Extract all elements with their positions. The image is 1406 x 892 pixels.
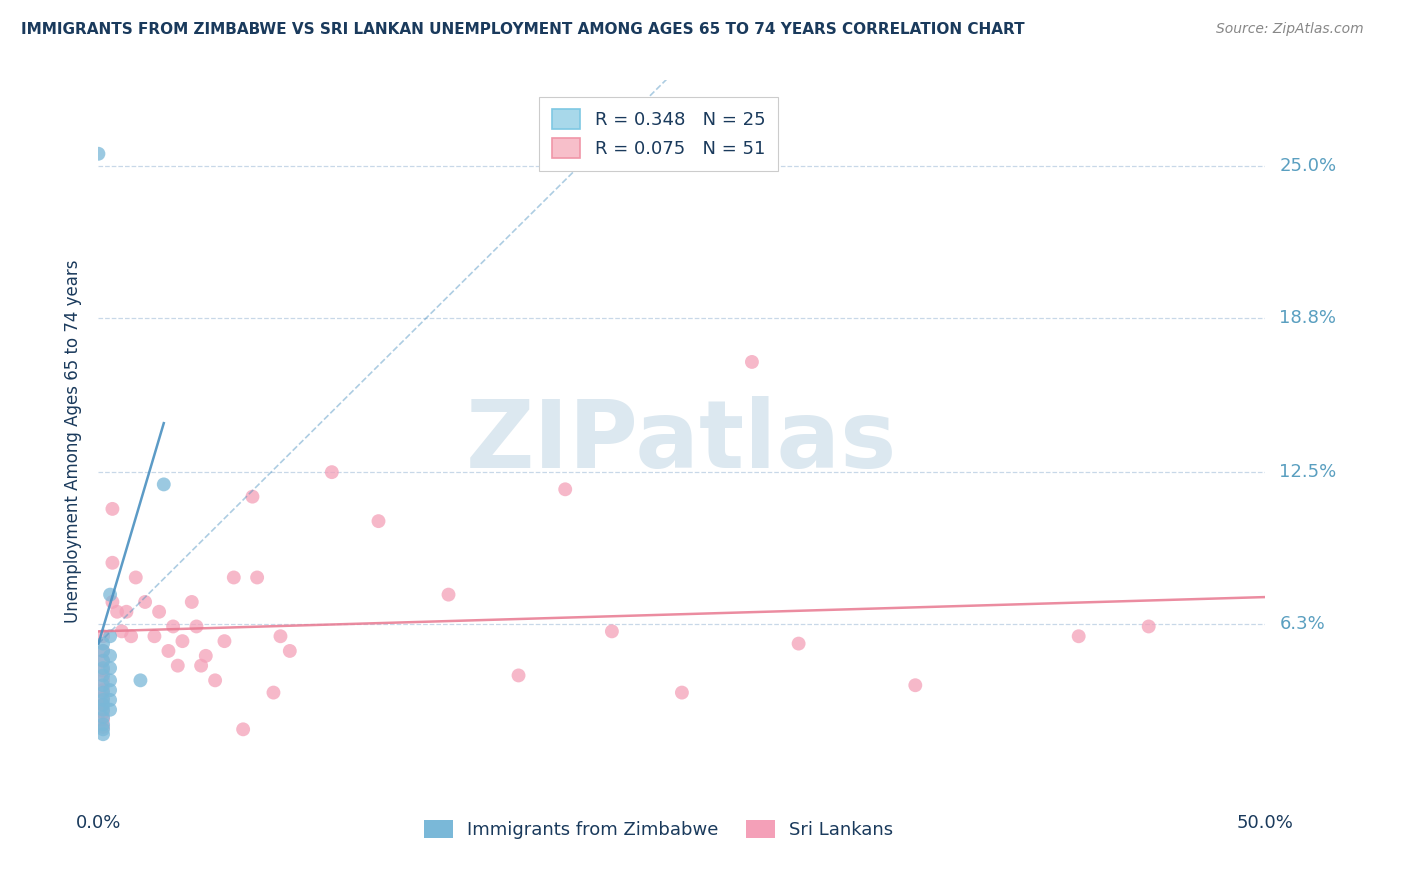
- Point: [101, 502, 124, 516]
- Point: [98, 629, 121, 643]
- Point: [321, 465, 343, 479]
- Point: [98, 693, 121, 707]
- Point: [222, 570, 245, 584]
- Point: [157, 644, 180, 658]
- Point: [91, 693, 114, 707]
- Point: [741, 355, 763, 369]
- Point: [172, 634, 194, 648]
- Point: [143, 629, 166, 643]
- Point: [91, 690, 114, 705]
- Point: [98, 703, 121, 717]
- Point: [162, 619, 184, 633]
- Point: [115, 605, 138, 619]
- Point: [1137, 619, 1160, 633]
- Point: [98, 673, 121, 688]
- Point: [91, 673, 114, 688]
- Point: [904, 678, 927, 692]
- Point: [262, 685, 284, 699]
- Point: [91, 710, 114, 724]
- Point: [105, 605, 128, 619]
- Point: [91, 705, 114, 719]
- Point: [1067, 629, 1090, 643]
- Point: [367, 514, 389, 528]
- Point: [671, 685, 693, 699]
- Text: 25.0%: 25.0%: [1279, 157, 1337, 175]
- Point: [242, 490, 264, 504]
- Point: [91, 698, 114, 712]
- Point: [129, 673, 152, 688]
- Point: [91, 644, 114, 658]
- Point: [600, 624, 623, 639]
- Point: [91, 629, 114, 643]
- Point: [87, 146, 110, 161]
- Point: [214, 634, 236, 648]
- Point: [98, 683, 121, 698]
- Point: [91, 720, 114, 734]
- Point: [91, 713, 114, 727]
- Point: [91, 654, 114, 668]
- Point: [134, 595, 156, 609]
- Point: [186, 619, 208, 633]
- Point: [111, 624, 134, 639]
- Point: [125, 570, 148, 584]
- Point: [91, 664, 114, 678]
- Point: [98, 648, 121, 663]
- Point: [91, 668, 114, 682]
- Text: 18.8%: 18.8%: [1279, 309, 1336, 326]
- Point: [437, 588, 460, 602]
- Point: [91, 678, 114, 692]
- Point: [98, 588, 121, 602]
- Point: [278, 644, 301, 658]
- Point: [152, 477, 174, 491]
- Point: [91, 717, 114, 731]
- Text: 6.3%: 6.3%: [1279, 615, 1324, 633]
- Point: [91, 703, 114, 717]
- Y-axis label: Unemployment Among Ages 65 to 74 years: Unemployment Among Ages 65 to 74 years: [63, 260, 82, 624]
- Point: [180, 595, 202, 609]
- Point: [98, 661, 121, 675]
- Point: [91, 698, 114, 712]
- Point: [91, 723, 114, 737]
- Point: [101, 556, 124, 570]
- Text: Source: ZipAtlas.com: Source: ZipAtlas.com: [1216, 22, 1364, 37]
- Point: [91, 644, 114, 658]
- Point: [554, 483, 576, 497]
- Point: [246, 570, 269, 584]
- Point: [91, 661, 114, 675]
- Point: [166, 658, 188, 673]
- Point: [204, 673, 226, 688]
- Point: [120, 629, 142, 643]
- Point: [190, 658, 212, 673]
- Point: [269, 629, 291, 643]
- Point: [194, 648, 217, 663]
- Point: [232, 723, 254, 737]
- Text: ZIPatlas: ZIPatlas: [467, 395, 897, 488]
- Point: [91, 685, 114, 699]
- Point: [101, 595, 124, 609]
- Point: [148, 605, 170, 619]
- Point: [91, 727, 114, 741]
- Text: IMMIGRANTS FROM ZIMBABWE VS SRI LANKAN UNEMPLOYMENT AMONG AGES 65 TO 74 YEARS CO: IMMIGRANTS FROM ZIMBABWE VS SRI LANKAN U…: [21, 22, 1025, 37]
- Legend: Immigrants from Zimbabwe, Sri Lankans: Immigrants from Zimbabwe, Sri Lankans: [415, 811, 903, 848]
- Text: 12.5%: 12.5%: [1279, 463, 1337, 481]
- Point: [91, 637, 114, 651]
- Point: [91, 654, 114, 668]
- Point: [508, 668, 530, 682]
- Point: [787, 637, 810, 651]
- Point: [91, 683, 114, 698]
